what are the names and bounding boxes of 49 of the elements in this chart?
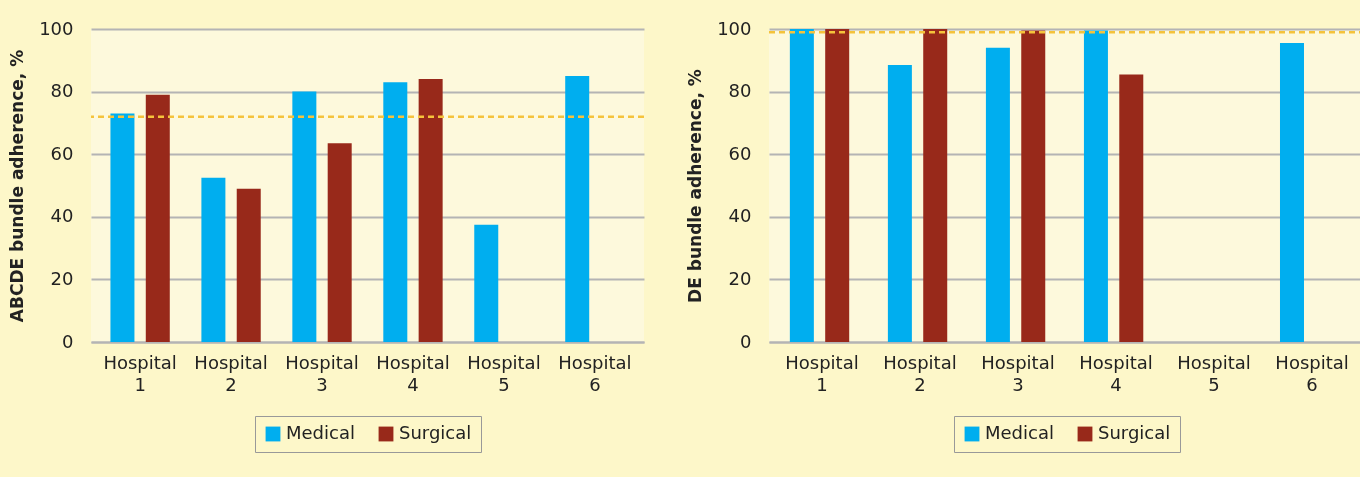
x-tick-label: Hospital 3: [285, 351, 359, 395]
y-axis-title: DE bundle adherence, %: [685, 69, 706, 303]
y-tick-label: 80: [728, 80, 752, 102]
bar: [1119, 74, 1144, 342]
y-tick-label: 0: [62, 330, 74, 352]
x-tick-label: Hospital 1: [785, 351, 859, 395]
bar: [887, 65, 912, 342]
x-tick-label: Hospital 4: [1079, 351, 1153, 395]
bar: [418, 79, 443, 342]
y-tick-label: 80: [50, 80, 74, 102]
bar: [383, 82, 408, 342]
bar: [201, 177, 226, 342]
x-tick-label: Hospital 2: [194, 351, 268, 395]
y-axis-title: ABCDE bundle adherence, %: [7, 49, 28, 323]
bar: [923, 29, 948, 342]
bar: [985, 47, 1010, 342]
bar: [1279, 43, 1304, 342]
y-tick-label: 60: [728, 142, 752, 164]
legend-label: Medical: [985, 422, 1054, 443]
x-tick-label: Hospital 4: [376, 351, 450, 395]
bar: [327, 143, 352, 342]
y-tick-label: 20: [50, 267, 74, 289]
bar: [292, 91, 317, 342]
x-tick-label: Hospital 6: [1275, 351, 1349, 395]
x-tick-label: Hospital 3: [981, 351, 1055, 395]
bar: [1083, 30, 1108, 342]
bar: [565, 75, 590, 342]
y-tick-label: 20: [728, 267, 752, 289]
y-tick-label: 100: [39, 17, 74, 39]
y-tick-label: 0: [740, 330, 752, 352]
bar: [1021, 30, 1046, 342]
legend-label: Surgical: [1098, 422, 1171, 443]
bar: [110, 113, 135, 342]
bar: [789, 29, 814, 342]
y-tick-label: 40: [50, 205, 74, 227]
y-tick-label: 100: [717, 17, 752, 39]
bar: [474, 224, 499, 342]
legend-label: Surgical: [399, 422, 472, 443]
x-tick-label: Hospital 2: [883, 351, 957, 395]
legend-label: Medical: [286, 422, 355, 443]
x-tick-label: Hospital 5: [1177, 351, 1251, 395]
x-tick-label: Hospital 5: [467, 351, 541, 395]
y-tick-label: 60: [50, 142, 74, 164]
bar: [825, 29, 850, 342]
x-tick-label: Hospital 1: [103, 351, 177, 395]
y-tick-label: 40: [728, 205, 752, 227]
bar: [145, 94, 170, 342]
bar: [236, 188, 261, 342]
x-tick-label: Hospital 6: [558, 351, 632, 395]
